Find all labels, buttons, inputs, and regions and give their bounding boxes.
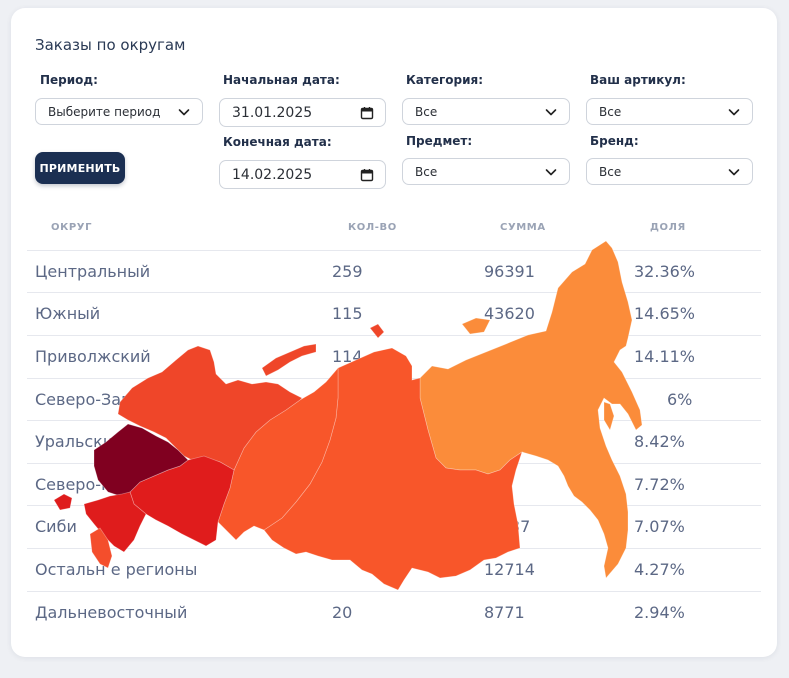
card-title: Заказы по округам (35, 36, 186, 54)
calendar-icon[interactable] (360, 106, 374, 120)
category-select[interactable]: Все (402, 98, 570, 125)
chevron-down-icon (178, 106, 190, 118)
header-sum: СУММА (500, 222, 546, 233)
row-share: 8.42% (634, 432, 685, 451)
region-northwest[interactable] (117, 345, 303, 471)
start-date-input[interactable]: 31.01.2025 (219, 98, 386, 127)
period-label: Период: (40, 73, 98, 87)
header-district: ОКРУГ (51, 222, 93, 233)
row-district: Приволжский (35, 347, 151, 366)
row-share: 32.36% (634, 262, 696, 281)
brand-select[interactable]: Все (586, 158, 753, 185)
row-count: 20 (332, 603, 353, 622)
table-row: Южный 115 43620 14.65% (27, 292, 761, 336)
region-south[interactable] (83, 491, 147, 553)
row-district: Южный (35, 304, 101, 323)
table-row: Приволжский 114 4 14.11% (27, 335, 761, 379)
chevron-down-icon (545, 166, 557, 178)
subject-label: Предмет: (406, 134, 473, 148)
row-district: Северо-К (35, 475, 113, 494)
brand-select-value: Все (599, 164, 622, 179)
row-share: 2.94% (634, 603, 685, 622)
start-date-label: Начальная дата: (223, 73, 340, 87)
row-sum: 96391 (484, 262, 535, 281)
header-count: КОЛ-ВО (348, 222, 397, 233)
row-share: 14.11% (634, 347, 696, 366)
row-count: 259 (332, 262, 363, 281)
subject-select[interactable]: Все (402, 158, 570, 185)
period-select[interactable]: Выберите период (35, 98, 203, 125)
article-label: Ваш артикул: (590, 73, 686, 87)
chevron-down-icon (545, 106, 557, 118)
end-date-value: 14.02.2025 (232, 166, 313, 183)
end-date-input[interactable]: 14.02.2025 (219, 160, 386, 189)
calendar-icon[interactable] (360, 168, 374, 182)
period-select-value: Выберите период (48, 104, 161, 119)
article-select[interactable]: Все (586, 98, 753, 125)
russia-districts-map (53, 240, 643, 591)
row-share: 7.72% (634, 475, 685, 494)
region-north-caucasus[interactable] (89, 527, 113, 569)
row-share: 14.65% (634, 304, 696, 323)
chevron-down-icon (728, 106, 740, 118)
region-far-east[interactable] (419, 240, 643, 579)
region-northwest-island[interactable] (261, 343, 317, 377)
region-northwest-island[interactable] (369, 323, 385, 339)
region-central[interactable] (93, 423, 189, 497)
header-share: ДОЛЯ (650, 222, 686, 233)
row-share: 6% (667, 390, 693, 409)
category-select-value: Все (415, 104, 438, 119)
row-sum: 43620 (484, 304, 535, 323)
row-district: Северо-Запа (35, 390, 142, 409)
row-district: Остальн е регионы (35, 560, 198, 579)
table-row: Центральный 259 96391 32.36% (27, 250, 761, 294)
row-sum: 12714 (484, 560, 535, 579)
brand-label: Бренд: (590, 134, 639, 148)
region-south-crimea[interactable] (53, 493, 73, 511)
region-siberia[interactable] (263, 347, 523, 591)
row-share: 4.27% (634, 560, 685, 579)
row-district: Центральный (35, 262, 151, 281)
start-date-value: 31.01.2025 (232, 104, 313, 121)
chevron-down-icon (728, 166, 740, 178)
row-share: 7.07% (634, 517, 685, 536)
apply-button[interactable]: ПРИМЕНИТЬ (35, 152, 125, 184)
region-far-east-island[interactable] (461, 317, 491, 335)
row-count: 115 (332, 304, 363, 323)
row-district: Уральски (35, 432, 114, 451)
category-label: Категория: (406, 73, 484, 87)
table-row: Дальневосточный 20 8771 2.94% (27, 591, 761, 635)
article-select-value: Все (599, 104, 622, 119)
end-date-label: Конечная дата: (223, 135, 332, 149)
row-sum: 8771 (484, 603, 525, 622)
row-district: Сиби (35, 517, 77, 536)
row-district: Дальневосточный (35, 603, 188, 622)
region-far-east-island[interactable] (603, 401, 615, 431)
subject-select-value: Все (415, 164, 438, 179)
